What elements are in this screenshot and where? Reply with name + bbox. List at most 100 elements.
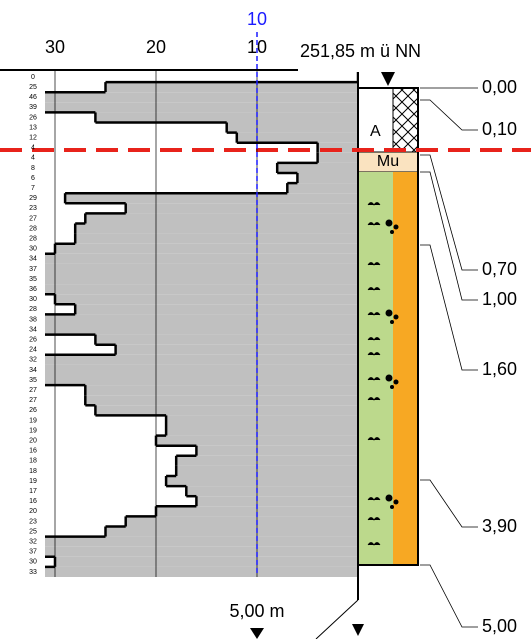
blow-count-label: 20 [29,437,37,444]
soil-symbol [386,310,393,317]
blow-count-label: 30 [29,296,37,303]
blow-count-label: 27 [29,215,37,222]
depth-label: 1,00 [482,289,517,309]
bar [85,213,358,223]
blow-count-label: 16 [29,448,37,455]
bar [176,456,358,466]
layer-label: Mu [377,153,399,170]
bar [106,527,359,537]
bar [277,163,358,173]
bar [55,557,358,567]
bar [0,547,358,557]
depth-label: 1,60 [482,359,517,379]
hatch [393,88,418,152]
bar [0,102,358,112]
blow-count-label: 39 [29,104,37,111]
soil-symbol [390,230,394,234]
bar [35,355,358,365]
bar [126,203,358,213]
blow-count-label: 46 [29,94,37,101]
bar [65,193,358,203]
bar [75,304,358,314]
depth-label: 0,10 [482,119,517,139]
bar [15,365,358,375]
leader [420,565,478,627]
blow-count-label: 19 [29,417,37,424]
leader [420,245,478,370]
soil-symbol [390,385,394,389]
blow-count-label: 19 [29,478,37,485]
blow-count-label: 27 [29,387,37,394]
blow-count-label: 23 [29,518,37,525]
blow-count-label: 26 [29,114,37,121]
bar [0,264,358,274]
blow-count-label: 13 [29,124,37,131]
layer-fill [358,172,393,565]
bar [126,516,358,526]
blow-count-label: 37 [29,549,37,556]
blow-count-label: 4 [31,155,35,162]
blow-count-label: 34 [29,256,37,263]
bar [297,173,358,183]
soil-symbol [386,495,393,502]
soil-symbol [390,505,394,509]
bar [5,375,359,385]
blow-count-label: 27 [29,397,37,404]
leader [420,100,478,130]
soil-symbol [394,315,399,320]
bar [166,476,358,486]
blow-count-label: 6 [31,175,35,182]
blow-count-label: 7 [31,185,35,192]
blow-count-label: 33 [29,569,37,576]
blow-count-label: 32 [29,538,37,545]
bar [287,183,358,193]
x-tick-label: 30 [45,37,65,57]
blow-count-label: 17 [29,488,37,495]
blow-count-label: 0 [31,74,35,81]
blow-count-label: 30 [29,246,37,253]
bar [196,446,358,456]
blow-count-label: 35 [29,276,37,283]
bar [186,486,358,496]
bar [5,274,359,284]
bar [0,314,358,324]
soil-symbol [390,320,394,324]
blow-count-label: 28 [29,225,37,232]
soil-symbol [394,500,399,505]
depth-label: 3,90 [482,516,517,536]
bar [106,82,359,92]
bar [95,335,358,345]
x-tick-label: 10 [247,37,267,57]
blow-count-label: 30 [29,559,37,566]
blow-count-label: 18 [29,458,37,465]
blow-count-label: 29 [29,195,37,202]
blow-count-label: 26 [29,407,37,414]
blow-count-label: 19 [29,427,37,434]
marker [352,624,364,636]
blow-count-label: 8 [31,165,35,172]
bar [196,496,358,506]
layer-label: A [370,123,381,140]
blow-count-label: 35 [29,377,37,384]
blow-count-label: 4 [31,145,35,152]
depth-label: 5,00 [482,616,517,636]
depth-label: 0,00 [482,77,517,97]
blow-count-label: 28 [29,306,37,313]
leader [420,172,478,300]
blow-count-label: 23 [29,205,37,212]
blow-count-label: 16 [29,498,37,505]
blow-count-label: 32 [29,357,37,364]
blow-count-label: 25 [29,84,37,91]
soil-symbol [386,375,393,382]
probe-log: 251,85 m ü NN A Mu 5,00 m 0,000,100,701,… [0,0,531,639]
soil-symbol [394,225,399,230]
bar [166,415,358,425]
bar [166,426,358,436]
soil-symbol [394,380,399,385]
bar [95,405,358,415]
blow-count-label: 34 [29,326,37,333]
blow-count-label: 24 [29,347,37,354]
bar [176,466,358,476]
depth-label: 0,70 [482,259,517,279]
bar [75,224,358,234]
